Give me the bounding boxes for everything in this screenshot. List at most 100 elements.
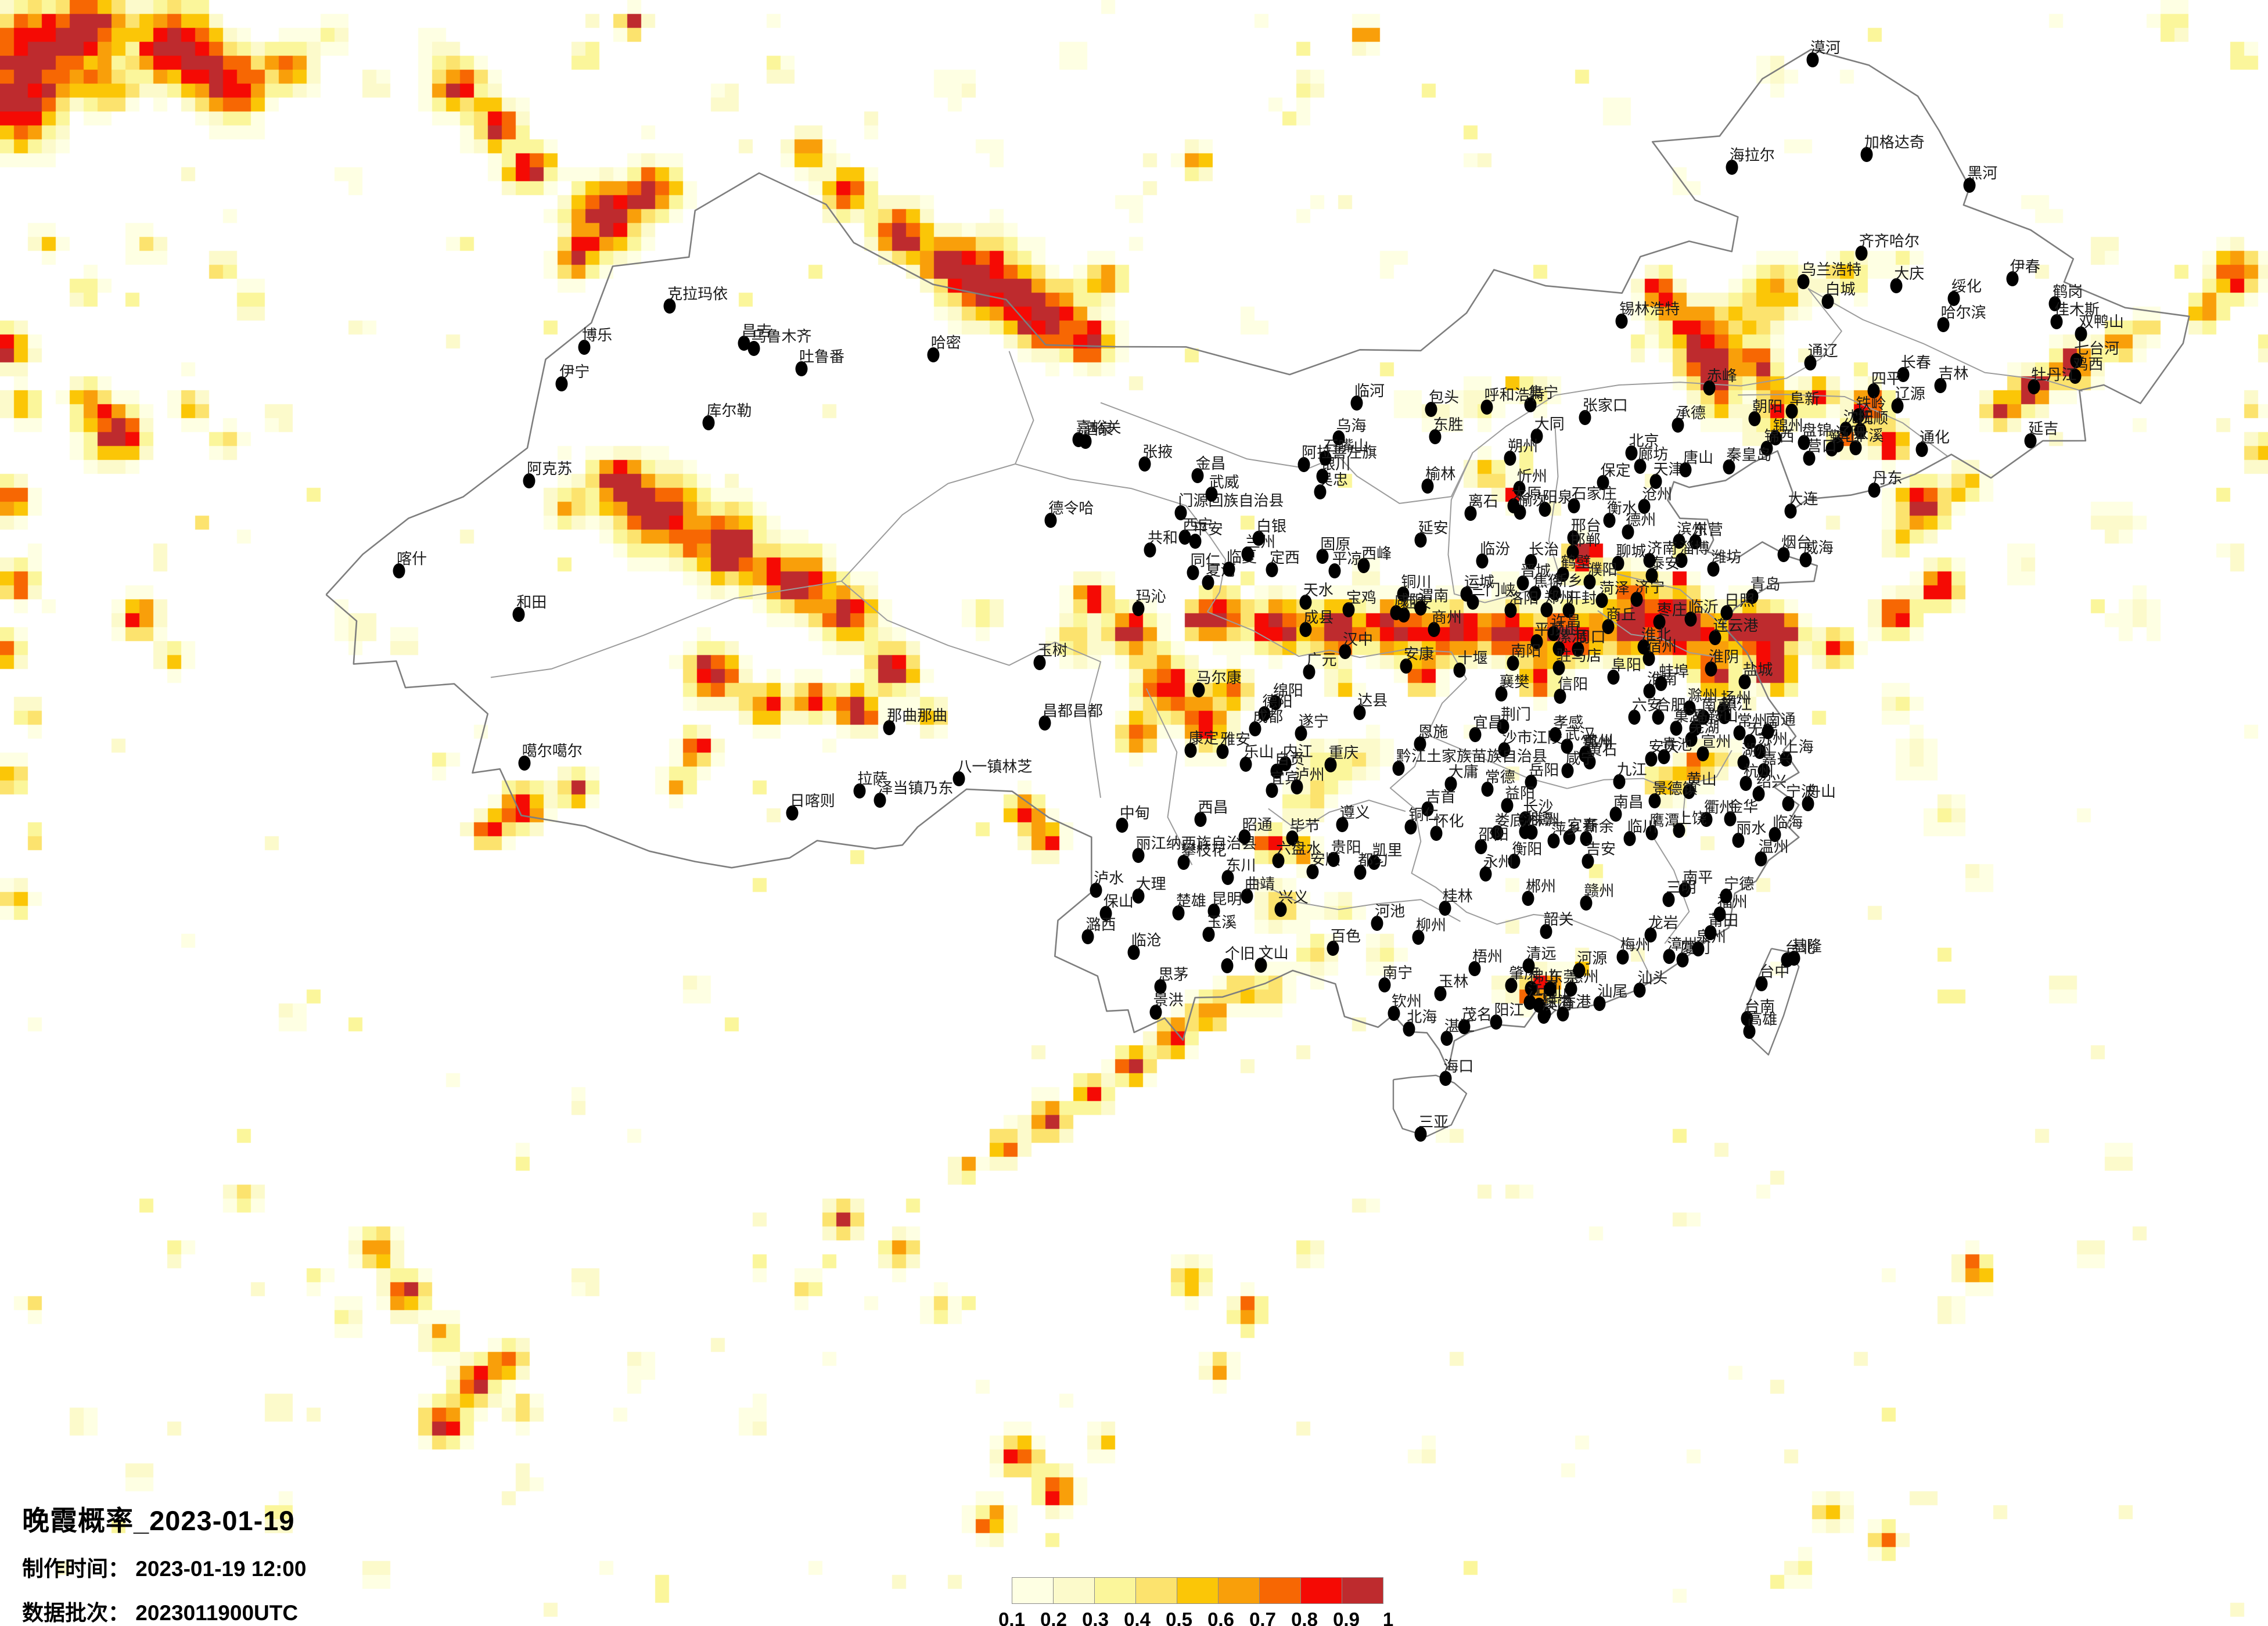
city-dot (1934, 378, 1947, 393)
city-dot (1189, 533, 1202, 549)
city-dot (1434, 986, 1447, 1002)
city-dot (1403, 1021, 1415, 1037)
city-dot (1266, 782, 1278, 798)
city-dot (1548, 585, 1561, 600)
city-label: 怀化 (1433, 812, 1464, 830)
city-dot (1733, 725, 1746, 740)
city-dot (1752, 786, 1765, 802)
city-dot (1662, 892, 1675, 908)
city-label: 邵阳 (1478, 826, 1509, 844)
city-label: 嘉兴 (1762, 750, 1792, 768)
production-time-value: 2023-01-19 12:00 (135, 1557, 307, 1581)
city-dot (1524, 397, 1537, 413)
city-label: 恩施 (1418, 723, 1448, 741)
city-label: 枣庄 (1656, 600, 1687, 618)
city-dot (1149, 1004, 1162, 1020)
city-dot (1567, 530, 1580, 545)
city-label: 南昌 (1613, 793, 1644, 811)
city-dot (1777, 547, 1790, 563)
city-dot (1561, 763, 1574, 779)
city-label: 泸州 (1294, 765, 1325, 783)
city-dot (1658, 749, 1670, 765)
city-label: 铁岭 (1856, 395, 1886, 413)
legend-tick-0.7: 0.7 (1249, 1609, 1276, 1626)
city-dot (1299, 594, 1312, 610)
city-label: 潞西 (1086, 916, 1116, 934)
city-dot (1738, 674, 1751, 690)
city-dot (1270, 764, 1283, 779)
city-dot (1804, 355, 1817, 370)
city-label: 自贡 (1274, 750, 1305, 768)
city-dot (1645, 825, 1658, 840)
city-label: 噶尔噶尔 (522, 742, 583, 760)
city-dot (2028, 379, 2040, 395)
city-dot (1645, 568, 1658, 584)
city-label: 双鸭山 (2078, 313, 2124, 331)
city-dot (1689, 534, 1702, 549)
city-label: 十堰 (1457, 649, 1488, 667)
legend-cell-0.3 (1094, 1577, 1136, 1604)
city-label: 唐山 (1683, 448, 1713, 466)
city-dot (1464, 506, 1477, 521)
city-label: 烟台 (1781, 534, 1812, 552)
city-dot (1672, 417, 1684, 433)
city-dot (1612, 555, 1624, 571)
city-label: 濮阳 (1587, 560, 1618, 578)
city-dot (1947, 291, 1960, 307)
city-dot (1132, 888, 1145, 904)
city-label: 邯郸 (1570, 531, 1601, 549)
city-dot (1963, 178, 1976, 193)
city-dot (1741, 1010, 1753, 1026)
city-dot (1392, 760, 1405, 776)
city-dot (1705, 661, 1717, 677)
city-label: 定西 (1270, 548, 1300, 566)
map-title: 晚霞概率_2023-01-19 (22, 1505, 295, 1536)
city-label: 和田 (516, 593, 547, 611)
city-dot (1622, 524, 1634, 539)
city-dot (1429, 429, 1442, 444)
city-label: 长治 (1529, 540, 1559, 558)
city-label: 中甸 (1119, 804, 1150, 822)
city-label: 重庆 (1328, 743, 1359, 761)
city-label: 黄石 (1587, 740, 1618, 758)
city-dot (1132, 847, 1145, 863)
city-label: 泸水 (1094, 869, 1124, 887)
city-dot (1784, 503, 1797, 519)
city-label: 抚顺 (1858, 409, 1889, 427)
city-dot (1573, 962, 1586, 978)
city-dot (1239, 757, 1252, 772)
city-label: 岳阳 (1529, 761, 1559, 779)
city-dot (1192, 682, 1205, 697)
city-dot (1785, 403, 1798, 419)
city-dot (1675, 553, 1688, 569)
city-label: 铜仁 (1408, 806, 1439, 824)
city-dot (1428, 621, 1440, 637)
city-dot (555, 376, 568, 392)
city-dot (1425, 402, 1437, 418)
city-label: 东川 (1225, 857, 1256, 875)
city-dot (1673, 823, 1685, 839)
city-dot (1439, 900, 1451, 916)
city-dot (1633, 983, 1646, 998)
city-dot (1194, 811, 1207, 827)
city-label: 石家庄 (1571, 485, 1617, 503)
legend-tick-0.9: 0.9 (1333, 1609, 1360, 1626)
city-dot (1580, 830, 1593, 846)
city-dot (1513, 480, 1526, 496)
city-label: 台中 (1759, 963, 1790, 981)
city-label: 丹东 (1872, 469, 1903, 487)
city-dot (518, 755, 531, 771)
city-dot (1174, 505, 1187, 521)
city-label: 锡林浩特 (1619, 300, 1680, 318)
city-dot (1568, 498, 1580, 514)
city-label: 大连 (1788, 490, 1818, 508)
city-dot (1339, 643, 1352, 659)
city-label: 永州 (1483, 853, 1514, 871)
city-label: 德令哈 (1048, 499, 1094, 517)
city-label: 酒泉 (1083, 420, 1113, 438)
city-label: 呼和浩特 (1484, 386, 1545, 404)
city-dot (1421, 801, 1434, 816)
city-dot (1649, 473, 1662, 489)
city-label: 哈尔滨 (1940, 303, 1986, 321)
city-dot (1400, 659, 1412, 674)
